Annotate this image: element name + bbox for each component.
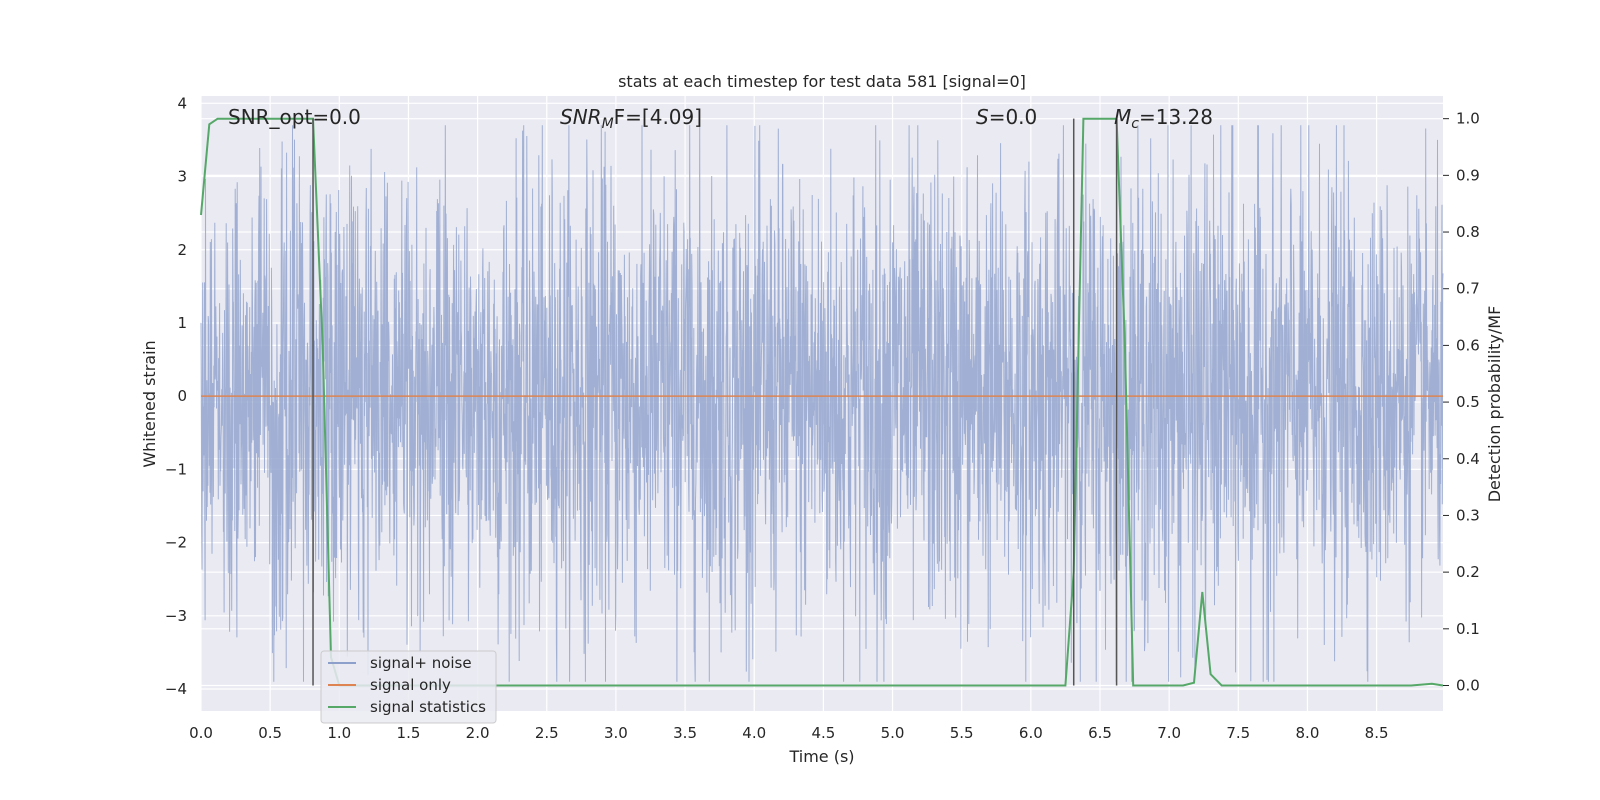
x-tick-label: 1.5 [397,724,421,742]
y-tick-label: 3 [177,168,187,186]
y-tick-label: −1 [165,460,187,478]
y2-tick-label: 0.4 [1456,450,1480,468]
y-tick-label: −4 [165,680,187,698]
annotation-snr-mf: SNRMF=[4.09] [560,105,702,132]
y-axis-label: Whitened strain [140,340,159,467]
y2-tick-label: 0.8 [1456,223,1480,241]
y-tick-label: −2 [165,534,187,552]
x-tick-label: 7.5 [1226,724,1250,742]
x-tick-label: 4.5 [811,724,835,742]
annotation-snr-mf-sub: M [602,116,614,132]
x-tick-label: 2.5 [535,724,559,742]
annotation-mc-sub: c [1131,116,1139,132]
series-signal-noise [200,125,1444,682]
signal-noise-trace [200,125,1444,682]
x-tick-label: 6.5 [1088,724,1112,742]
x-tick-labels: 0.0 0.5 1.0 1.5 2.0 2.5 3.0 3.5 4.0 4.5 5.0 5.5 6.0 6… [189,724,1388,742]
y2-tick-label: 0.6 [1456,336,1480,354]
annotation-mc-rest: =13.28 [1139,105,1213,129]
y2-tick-label: 0.7 [1456,280,1480,298]
x-tick-label: 5.5 [950,724,974,742]
annotation-s-rest: =0.0 [989,105,1038,129]
y2-tick-label: 0.5 [1456,393,1480,411]
annotation-mc-main: M [1114,105,1131,129]
y2-tick-label: 1.0 [1456,110,1480,128]
y2-axis-label: Detection probability/MF [1485,306,1504,503]
chart-title: stats at each timestep for test data 581… [618,72,1026,91]
series-lines [200,117,1444,687]
annotation-s-main: S [976,105,989,129]
y-tick-label: 4 [177,94,187,112]
x-tick-label: 6.0 [1019,724,1043,742]
x-tick-label: 1.0 [327,724,351,742]
annotation-mc: Mc=13.28 [1114,105,1213,132]
y-tick-label: 1 [177,314,187,332]
x-tick-label: 2.0 [466,724,490,742]
y2-tick-label: 0.2 [1456,563,1480,581]
legend-label-signal-only: signal only [370,676,451,694]
legend-label-signal-noise: signal+ noise [370,654,472,672]
x-tick-label: 0.5 [258,724,282,742]
legend: signal+ noise signal only signal statist… [320,650,497,724]
y2-tick-label: 0.1 [1456,620,1480,638]
legend-box [320,650,497,724]
legend-label-signal-statistics: signal statistics [370,698,486,716]
y-tick-label: −3 [165,607,187,625]
x-tick-label: 0.0 [189,724,213,742]
x-tick-label: 5.0 [881,724,905,742]
y2-tick-label: 0.9 [1456,166,1480,184]
y2-tick-label: 0.0 [1456,676,1480,694]
annotation-s: S=0.0 [976,105,1037,129]
y-tick-label: 2 [177,241,187,259]
x-tick-label: 8.0 [1296,724,1320,742]
x-tick-label: 3.5 [673,724,697,742]
x-tick-label: 4.0 [742,724,766,742]
x-tick-label: 8.5 [1365,724,1389,742]
x-tick-label: 7.0 [1157,724,1181,742]
annotation-snr-mf-rest: F=[4.09] [614,105,702,129]
y-tick-labels: 4 3 2 1 0 −1 −2 −3 −4 [165,94,187,698]
y2-tick-label: 0.3 [1456,506,1480,524]
x-tick-label: 3.0 [604,724,628,742]
annotation-snr-opt: SNR_opt=0.0 [228,105,361,129]
y-tick-label: 0 [177,387,187,405]
vertical-markers [312,118,1118,686]
y2-tick-labels: 1.0 0.9 0.8 0.7 0.6 0.5 0.4 0.3 0.2 0.1 0.0 [1456,110,1480,695]
annotation-snr-mf-main: SNR [560,105,602,129]
x-axis-label: Time (s) [788,747,854,766]
signal-statistics-line [200,117,1444,687]
